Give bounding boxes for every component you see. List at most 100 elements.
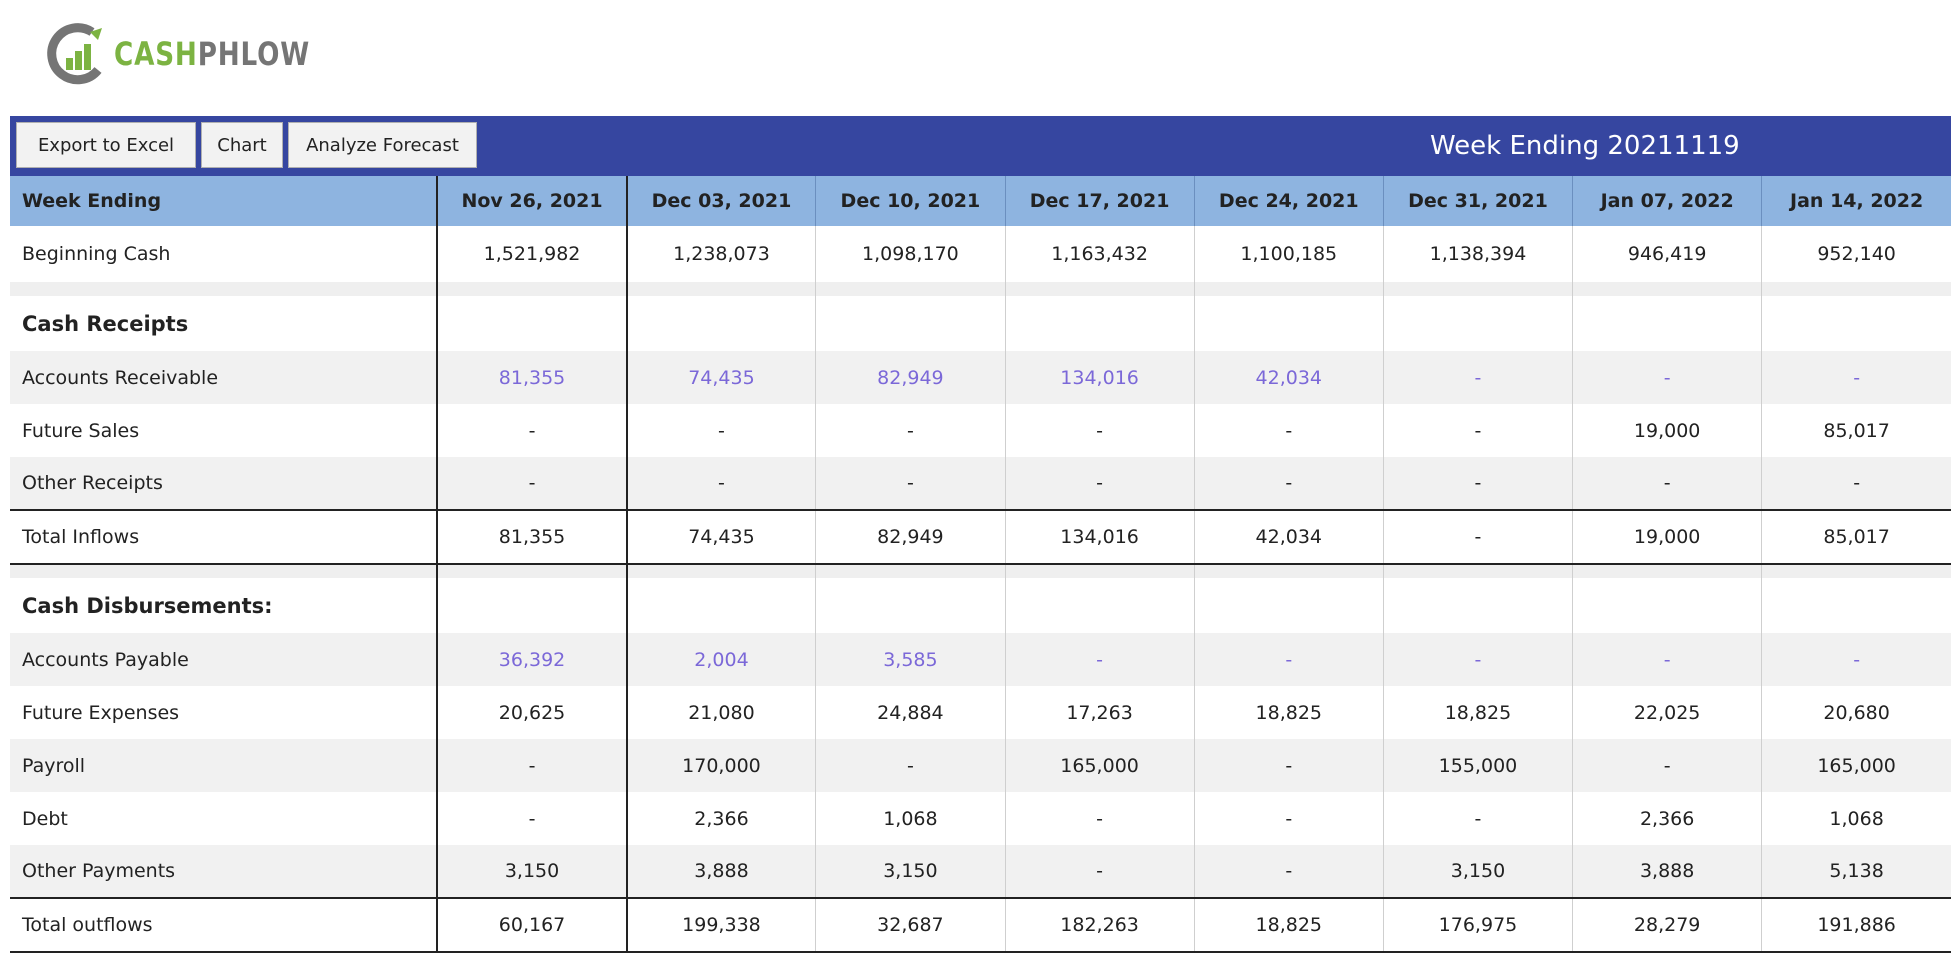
table-cell: - <box>1193 739 1384 792</box>
table-cell[interactable]: 3,585 <box>815 633 1005 686</box>
disbursements-row: Other Payments 3,150 3,888 3,150- -3,150 3,88… <box>10 845 1951 898</box>
table-cell: 17,263 <box>1004 686 1195 739</box>
chart-button[interactable]: Chart <box>201 122 283 168</box>
table-cell: 1,068 <box>815 792 1005 845</box>
table-cell <box>1761 578 1951 633</box>
row-label: Cash Disbursements: <box>22 593 273 618</box>
table-cell <box>1004 578 1195 633</box>
table-cell[interactable]: 2,004 <box>625 633 816 686</box>
table-cell: 952,140 <box>1761 226 1951 282</box>
table-cell <box>1572 564 1762 578</box>
table-cell <box>815 296 1005 351</box>
table-cell: 176,975 <box>1382 897 1573 953</box>
table-cell: - <box>625 457 816 510</box>
table-cell: - <box>815 457 1005 510</box>
column-header-date: Dec 31, 2021 <box>1382 176 1573 226</box>
cash-receipts-heading-row: Cash Receipts <box>10 296 1951 351</box>
beginning-cash-row: Beginning Cash 1,521,982 1,238,073 1,098,17… <box>10 226 1951 282</box>
table-cell[interactable]: - <box>1193 633 1384 686</box>
row-label: Debt <box>22 807 68 830</box>
row-label: Other Receipts <box>10 457 438 510</box>
row-label: Accounts Receivable <box>10 351 438 404</box>
table-cell <box>1193 282 1384 296</box>
table-cell[interactable]: 42,034 <box>1193 351 1384 404</box>
receipts-row: Other Receipts - - - - - - - - <box>10 457 1951 510</box>
table-cell <box>1382 578 1573 633</box>
table-cell <box>1572 578 1762 633</box>
receipts-row: Accounts Receivable 81,355 74,435 82,949 134… <box>10 351 1951 404</box>
table-cell[interactable]: - <box>1761 351 1951 404</box>
table-cell <box>1761 564 1951 578</box>
table-cell[interactable]: - <box>1761 633 1951 686</box>
table-cell: 165,000 <box>1761 739 1951 792</box>
disbursements-row: Future Expenses 20,625 21,080 24,884 17,263 1… <box>10 686 1951 739</box>
table-cell[interactable]: - <box>1004 633 1195 686</box>
row-label <box>10 564 438 578</box>
table-cell <box>625 564 816 578</box>
table-cell: 18,825 <box>1193 686 1384 739</box>
table-cell: 3,150 <box>815 845 1005 898</box>
row-label: Cash Receipts <box>22 311 189 336</box>
table-cell: - <box>1004 457 1195 510</box>
spacer-row <box>10 282 1951 296</box>
table-cell: - <box>815 739 1005 792</box>
table-cell: 22,025 <box>1572 686 1762 739</box>
table-cell: 5,138 <box>1761 845 1951 898</box>
table-cell <box>1382 282 1573 296</box>
table-cell: - <box>1193 404 1384 457</box>
cash-flow-table: Week Ending Nov 26, 2021 Dec 03, 2021 De… <box>10 176 1951 953</box>
table-cell: 165,000 <box>1004 739 1195 792</box>
table-cell: 85,017 <box>1761 509 1951 565</box>
table-cell: - <box>1382 404 1573 457</box>
table-cell: 170,000 <box>625 739 816 792</box>
total-outflows-row: Total outflows 60,167 199,338 32,687 182,263… <box>10 897 1951 953</box>
table-cell: 182,263 <box>1004 897 1195 953</box>
table-cell: 28,279 <box>1572 897 1762 953</box>
table-cell[interactable]: - <box>1572 633 1762 686</box>
total-inflows-row: Total Inflows 81,355 74,435 82,949 134,016 42… <box>10 509 1951 565</box>
column-header-date: Jan 07, 2022 <box>1572 176 1762 226</box>
column-header-date: Nov 26, 2021 <box>436 176 627 226</box>
table-cell: - <box>1382 509 1573 565</box>
table-cell: 1,521,982 <box>436 226 627 282</box>
table-cell: - <box>1572 457 1762 510</box>
table-cell: 85,017 <box>1761 404 1951 457</box>
export-to-excel-button[interactable]: Export to Excel <box>16 122 196 168</box>
table-cell: 946,419 <box>1572 226 1762 282</box>
table-cell <box>436 296 627 351</box>
table-cell: - <box>1004 792 1195 845</box>
table-cell: 18,825 <box>1193 897 1384 953</box>
table-cell: - <box>1382 792 1573 845</box>
table-cell: 134,016 <box>1004 509 1195 565</box>
table-cell <box>436 564 627 578</box>
table-cell: 1,098,170 <box>815 226 1005 282</box>
table-cell[interactable]: 134,016 <box>1004 351 1195 404</box>
table-cell[interactable]: 74,435 <box>625 351 816 404</box>
row-label: Beginning Cash <box>22 243 171 265</box>
table-cell[interactable]: - <box>1382 633 1573 686</box>
table-cell: - <box>1193 792 1384 845</box>
table-cell[interactable]: - <box>1382 351 1573 404</box>
table-cell: - <box>436 457 627 510</box>
row-label: Total outflows <box>10 897 438 953</box>
table-cell: 82,949 <box>815 509 1005 565</box>
table-cell[interactable]: - <box>1572 351 1762 404</box>
table-cell <box>625 282 816 296</box>
table-cell: 20,680 <box>1761 686 1951 739</box>
disbursements-row: Accounts Payable 36,392 2,004 3,585- - - - - <box>10 633 1951 686</box>
table-cell: - <box>1193 845 1384 898</box>
table-cell[interactable]: 36,392 <box>436 633 627 686</box>
column-header-date: Jan 14, 2022 <box>1761 176 1951 226</box>
table-cell: 24,884 <box>815 686 1005 739</box>
table-cell: 19,000 <box>1572 404 1762 457</box>
table-cell: 1,100,185 <box>1193 226 1384 282</box>
table-cell: - <box>436 792 627 845</box>
table-cell: - <box>1572 739 1762 792</box>
disbursements-row: Debt -2,366 1,068- - -2,366 1,068 <box>10 792 1951 845</box>
table-cell[interactable]: 81,355 <box>436 351 627 404</box>
table-cell: 3,888 <box>1572 845 1762 898</box>
table-cell <box>1572 296 1762 351</box>
column-header-date: Dec 03, 2021 <box>625 176 816 226</box>
table-cell[interactable]: 82,949 <box>815 351 1005 404</box>
analyze-forecast-button[interactable]: Analyze Forecast <box>288 122 477 168</box>
